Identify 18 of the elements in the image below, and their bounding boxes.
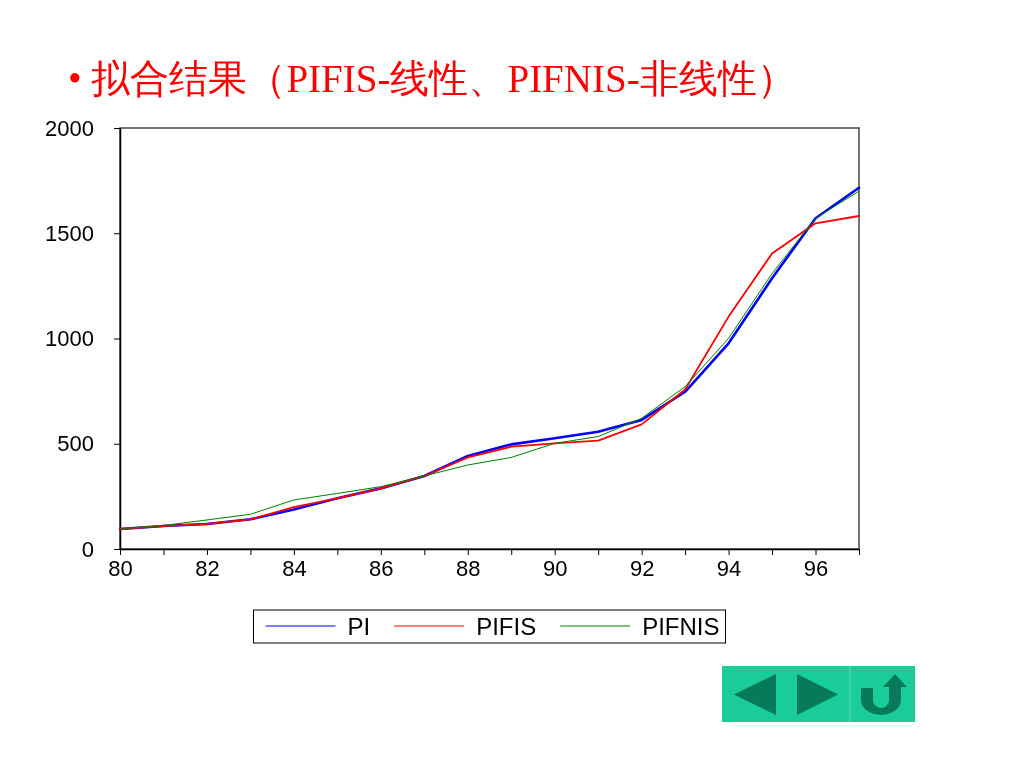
y-tick-label: 1000: [45, 326, 94, 352]
x-tick-label: 84: [282, 555, 307, 581]
x-tick-label: 88: [456, 555, 481, 581]
y-tick-label: 0: [81, 536, 94, 562]
y-tick-label: 500: [57, 431, 94, 457]
x-tick-label: 86: [369, 555, 394, 581]
x-tick-label: 94: [716, 555, 742, 581]
y-tick-label: 1500: [45, 220, 94, 246]
legend-label: PIFNIS: [642, 613, 720, 640]
x-tick-label: 92: [629, 555, 655, 581]
x-tick-label: 82: [195, 555, 220, 581]
x-tick-label: 80: [108, 555, 133, 581]
legend-label: PIFIS: [476, 613, 537, 640]
x-tick-label: 90: [542, 555, 568, 581]
y-tick-label: 2000: [45, 115, 94, 141]
x-tick-label: 96: [803, 555, 829, 581]
chart-title: • 拟合结果（PIFIS-线性、PIFNIS-非线性）: [68, 57, 796, 100]
legend-label: PI: [347, 613, 371, 640]
